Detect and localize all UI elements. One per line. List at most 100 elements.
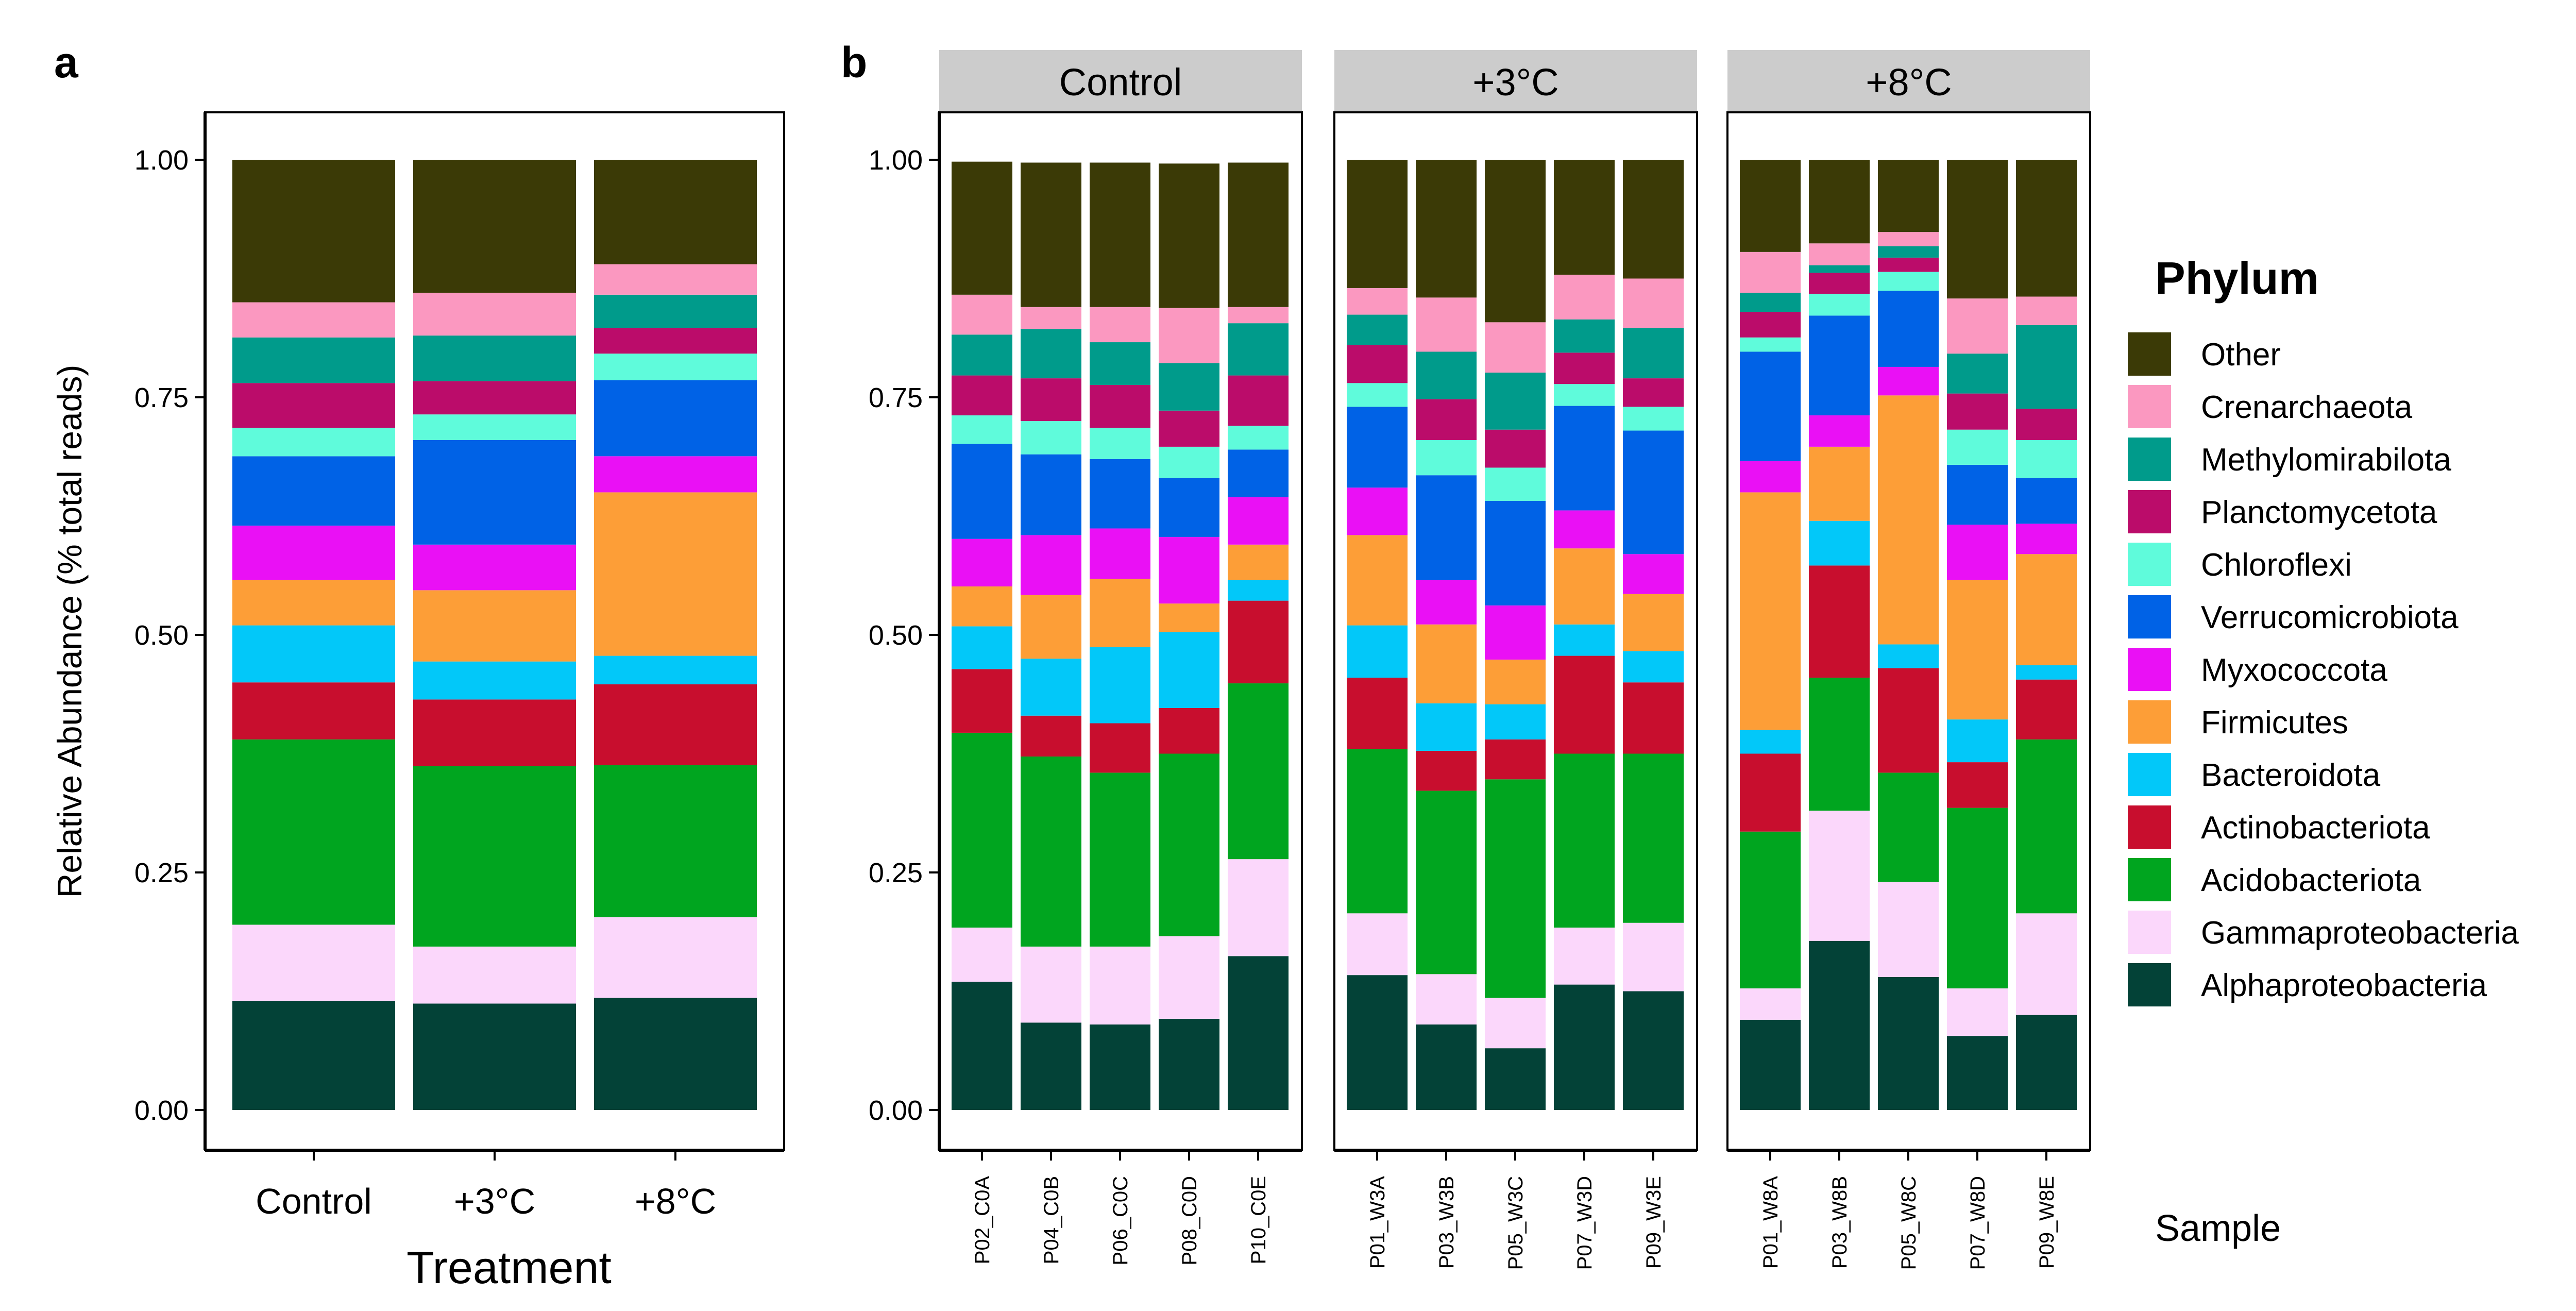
- bar-stack-p07-w3d: [1554, 160, 1615, 1110]
- bar-segment-verrucomicrobiota: [594, 380, 757, 457]
- bar-segment-planctomycetota: [1090, 385, 1150, 428]
- bar-segment-verrucomicrobiota: [1228, 449, 1289, 497]
- bar-segment-methylomirabilota: [232, 337, 395, 383]
- bar-segment-acidobacteriota: [1159, 753, 1219, 936]
- bar-segment-methylomirabilota: [1416, 351, 1477, 399]
- bar-segment-acidobacteriota: [1878, 772, 1939, 882]
- legend-item-firmicutes: Firmicutes: [2128, 700, 2348, 744]
- bar-segment-methylomirabilota: [2016, 325, 2077, 409]
- bar-segment-verrucomicrobiota: [1416, 475, 1477, 580]
- bar-segment-alphaproteobacteria: [1159, 1018, 1219, 1110]
- bar-segment-verrucomicrobiota: [413, 440, 576, 545]
- bar-segment-other: [1021, 162, 1081, 307]
- legend-label: Firmicutes: [2201, 705, 2348, 741]
- bar-stack-p06-c0c: [1090, 162, 1150, 1110]
- bar-segment-bacteroidota: [2016, 665, 2077, 680]
- bar-segment-bacteroidota: [1159, 632, 1219, 708]
- bar-segment-actinobacteriota: [1090, 723, 1150, 773]
- bar-segment-crenarchaeota: [1090, 307, 1150, 343]
- bar-segment-acidobacteriota: [413, 766, 576, 947]
- bar-segment-actinobacteriota: [1878, 668, 1939, 773]
- bar-segment-crenarchaeota: [594, 264, 757, 295]
- bar-segment-crenarchaeota: [1159, 308, 1219, 363]
- legend-swatch: [2128, 490, 2171, 533]
- legend-title: Phylum: [2155, 253, 2319, 304]
- bar-segment-alphaproteobacteria: [1090, 1024, 1150, 1110]
- bar-segment-myxococcota: [1228, 497, 1289, 545]
- bar-segment-firmicutes: [594, 492, 757, 656]
- bar-segment-acidobacteriota: [232, 739, 395, 925]
- bar-segment-bacteroidota: [1228, 580, 1289, 601]
- bar-segment-planctomycetota: [1740, 312, 1801, 338]
- bar-segment-firmicutes: [1021, 595, 1081, 659]
- bar-segment-chloroflexi: [1021, 421, 1081, 455]
- bar-segment-verrucomicrobiota: [1878, 291, 1939, 367]
- legend-item-methylomirabilota: Methylomirabilota: [2128, 438, 2451, 481]
- bar-segment-methylomirabilota: [1021, 329, 1081, 379]
- panel-b-y-axis: 0.00 0.25 0.50 0.75 1.00: [869, 112, 941, 1150]
- panel-a-y-axis-tick-label: 0.50: [134, 620, 189, 651]
- bar-segment-actinobacteriota: [1947, 762, 2008, 808]
- bar-segment-alphaproteobacteria: [1021, 1022, 1081, 1110]
- bar-segment-chloroflexi: [1090, 428, 1150, 459]
- bar-segment-planctomycetota: [1878, 257, 1939, 272]
- bar-segment-methylomirabilota: [1809, 265, 1870, 273]
- bar-segment-crenarchaeota: [1228, 307, 1289, 324]
- bar-segment-chloroflexi: [1416, 440, 1477, 476]
- bar-segment-crenarchaeota: [952, 294, 1012, 335]
- bar-segment-crenarchaeota: [1021, 307, 1081, 329]
- bar-segment-bacteroidota: [1740, 730, 1801, 754]
- legend-label: Verrucomicrobiota: [2201, 600, 2459, 635]
- bar-segment-myxococcota: [1416, 580, 1477, 625]
- bar-segment-planctomycetota: [232, 383, 395, 428]
- legend-item-bacteroidota: Bacteroidota: [2128, 753, 2381, 796]
- bar-segment-firmicutes: [2016, 554, 2077, 666]
- bar-segment-crenarchaeota: [1485, 322, 1546, 373]
- panel-b-y-axis-tick-label: 0.25: [869, 858, 923, 888]
- legend-swatch: [2128, 332, 2171, 376]
- bar-segment-crenarchaeota: [1809, 243, 1870, 265]
- legend-item-gammaproteobacteria: Gammaproteobacteria: [2128, 911, 2519, 954]
- bar-segment-myxococcota: [413, 544, 576, 591]
- bar-segment-bacteroidota: [1623, 651, 1684, 683]
- bar-segment-bacteroidota: [1416, 703, 1477, 751]
- bar-segment-crenarchaeota: [1554, 275, 1615, 320]
- panel-a-y-axis-tick-label: 0.00: [134, 1095, 189, 1126]
- bar-segment-planctomycetota: [1485, 429, 1546, 468]
- bar-stack-p05-w8c: [1878, 160, 1939, 1110]
- bar-segment-myxococcota: [232, 525, 395, 580]
- bar-segment-planctomycetota: [1623, 378, 1684, 407]
- bar-segment-bacteroidota: [1347, 625, 1408, 678]
- bar-segment-other: [2016, 160, 2077, 297]
- legend-swatch: [2128, 963, 2171, 1006]
- panel-a-x-tick-label: +8°C: [635, 1181, 716, 1221]
- bar-stack-p03-w3b: [1416, 160, 1477, 1110]
- bar-segment-other: [1485, 160, 1546, 323]
- bar-segment-myxococcota: [1554, 510, 1615, 549]
- legend-item-chloroflexi: Chloroflexi: [2128, 543, 2352, 586]
- panel-b-y-axis-tick-label: 1.00: [869, 145, 923, 176]
- bar-stack-p02-c0a: [952, 161, 1012, 1110]
- legend-item-myxococcota: Myxococcota: [2128, 648, 2387, 691]
- bar-segment-myxococcota: [1809, 415, 1870, 447]
- bar-segment-gammaproteobacteria: [1623, 922, 1684, 991]
- bar-segment-other: [1159, 163, 1219, 308]
- legend-item-crenarchaeota: Crenarchaeota: [2128, 385, 2413, 428]
- facet-x-tick-label: P10_C0E: [1247, 1176, 1270, 1264]
- bar-segment-gammaproteobacteria: [232, 925, 395, 1001]
- legend-label: Acidobacteriota: [2201, 863, 2421, 898]
- bar-segment-chloroflexi: [1809, 294, 1870, 316]
- bar-segment-gammaproteobacteria: [1090, 946, 1150, 1025]
- bar-segment-planctomycetota: [1554, 352, 1615, 384]
- bar-segment-firmicutes: [1554, 548, 1615, 625]
- bar-segment-planctomycetota: [1809, 273, 1870, 294]
- bar-segment-bacteroidota: [1554, 624, 1615, 656]
- bar-segment-gammaproteobacteria: [594, 917, 757, 998]
- bar-segment-actinobacteriota: [232, 682, 395, 739]
- bar-segment-gammaproteobacteria: [952, 927, 1012, 982]
- bar-segment-verrucomicrobiota: [1740, 351, 1801, 461]
- bar-segment-other: [1809, 160, 1870, 244]
- facet-bars: [1347, 160, 1684, 1110]
- bar-segment-acidobacteriota: [1740, 831, 1801, 988]
- bar-segment-methylomirabilota: [1878, 246, 1939, 258]
